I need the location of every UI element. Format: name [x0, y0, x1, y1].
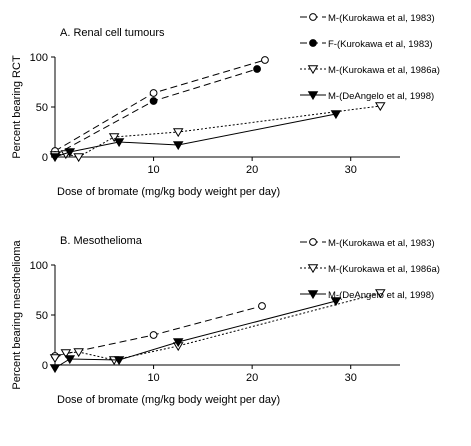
series-line [54, 113, 337, 158]
legend-marker [307, 91, 319, 101]
legend-label: M-(Kurokawa et al, 1983) [328, 238, 435, 249]
x-axis-label: Dose of bromate (mg/kg body weight per d… [57, 186, 280, 198]
series-line [54, 292, 381, 361]
data-point [149, 331, 158, 339]
x-axis-label: Dose of bromate (mg/kg body weight per d… [57, 394, 280, 406]
legend-entry: M-(Kurokawa et al, 1986a) [300, 264, 440, 275]
legend-marker [307, 65, 319, 75]
series-2 [49, 297, 342, 374]
y-tick-label: 100 [30, 260, 48, 272]
y-tick-label: 50 [36, 102, 48, 114]
x-tick-label: 10 [147, 164, 159, 176]
x-tick-label: 20 [246, 372, 258, 384]
data-point [64, 148, 76, 158]
series-line [54, 105, 381, 158]
legend-label: F-(Kurokawa et al, 1983) [328, 39, 433, 50]
legend-entry: M-(DeAngelo et al, 1998) [300, 290, 434, 301]
data-point [60, 349, 72, 359]
chart-title: A. Renal cell tumours [60, 27, 165, 39]
data-point [64, 355, 76, 365]
y-axis-label: Percent bearing mesothelioma [11, 240, 23, 390]
panel-a: 0 50 100 10 20 30 A. Renal cell tumours Dose of… [11, 13, 440, 198]
x-tick-label: 20 [246, 164, 258, 176]
series-3 [49, 110, 342, 163]
legend-entry: M-(Kurokawa et al, 1983) [300, 13, 435, 24]
legend-label: M-(DeAngelo et al, 1998) [328, 91, 434, 102]
data-point [172, 141, 184, 151]
data-point [172, 338, 184, 348]
legend-marker [307, 290, 319, 300]
legend-entry: M-(DeAngelo et al, 1998) [300, 91, 434, 102]
y-axis-label: Percent bearing RCT [11, 55, 23, 159]
series-1 [51, 65, 261, 159]
data-point [258, 302, 266, 310]
data-point [330, 110, 342, 120]
data-point [49, 153, 61, 163]
legend-label: M-(Kurokawa et al, 1986a) [328, 65, 440, 76]
x-tick-label: 30 [345, 372, 357, 384]
data-point [172, 128, 184, 138]
data-point [330, 297, 342, 307]
data-point [73, 153, 84, 163]
series-0 [51, 302, 266, 360]
series-line [54, 68, 258, 156]
y-tick-label: 0 [42, 152, 48, 164]
legend-marker [309, 13, 317, 21]
data-point [113, 356, 125, 366]
data-point [73, 348, 84, 358]
data-point [375, 102, 386, 112]
data-point [253, 65, 261, 73]
chart-title: B. Mesothelioma [60, 235, 143, 247]
legend-marker [309, 39, 317, 47]
legend-entry: F-(Kurokawa et al, 1983) [300, 39, 433, 50]
data-point [149, 89, 158, 97]
legend-label: M-(Kurokawa et al, 1986a) [328, 264, 440, 275]
data-point [113, 138, 125, 148]
series-line [54, 300, 337, 369]
data-point [149, 97, 158, 105]
y-tick-label: 100 [30, 52, 48, 64]
series-0 [51, 56, 269, 155]
data-point [261, 56, 269, 64]
data-point [375, 289, 386, 299]
legend-label: M-(DeAngelo et al, 1998) [328, 290, 434, 301]
legend-entry: M-(Kurokawa et al, 1983) [300, 238, 435, 249]
legend-entry: M-(Kurokawa et al, 1986a) [300, 65, 440, 76]
y-tick-label: 0 [42, 360, 48, 372]
legend-marker [307, 264, 319, 274]
y-tick-label: 50 [36, 310, 48, 322]
data-point [49, 364, 61, 374]
panel-b: 0 50 100 10 20 30 B. Mesothelioma Dose of broma… [11, 235, 440, 406]
data-point [108, 133, 120, 143]
x-tick-label: 30 [345, 164, 357, 176]
legend-label: M-(Kurokawa et al, 1983) [328, 13, 435, 24]
legend-marker [309, 238, 317, 246]
data-point [49, 354, 61, 364]
x-tick-label: 10 [147, 372, 159, 384]
